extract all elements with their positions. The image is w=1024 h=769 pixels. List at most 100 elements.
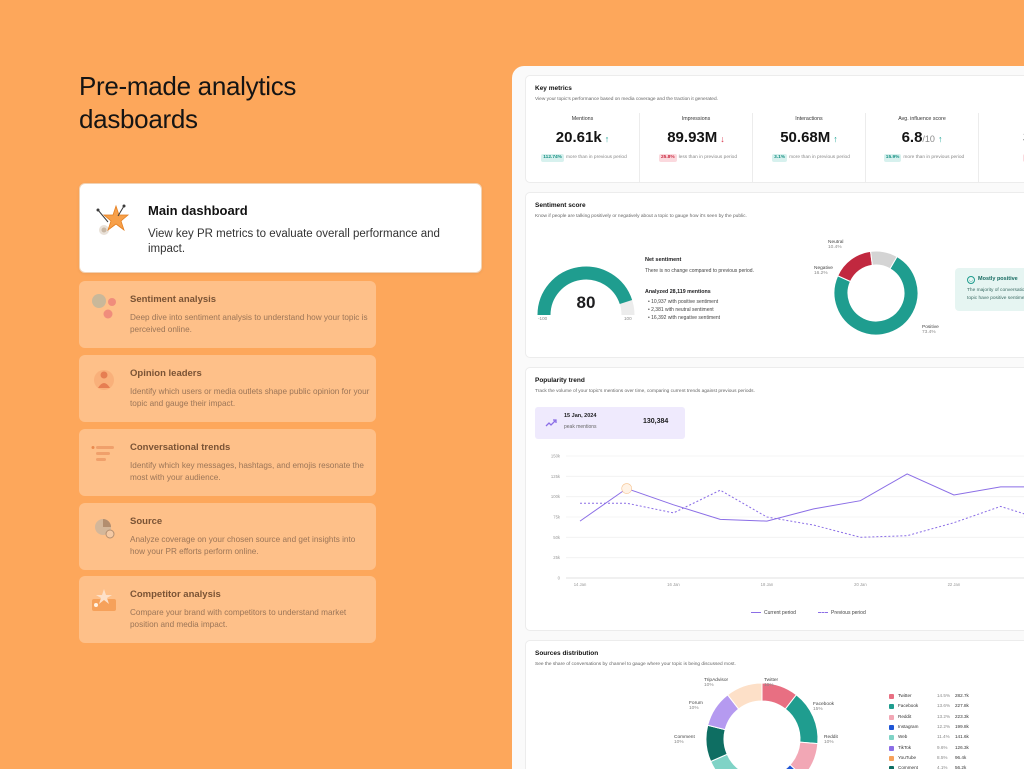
metric-opi: Opi 35. 8.1%less t [978, 113, 1024, 183]
source-row: TikTok 9.6% 126.3k [889, 745, 979, 753]
feature-title: Competitor analysis [130, 589, 221, 600]
feature-description: View key PR metrics to evaluate overall … [148, 228, 440, 255]
pie-source-icon [95, 519, 115, 539]
metric-value: 6.8/10 ↑ [901, 129, 943, 146]
source-name: Comment [898, 765, 918, 769]
change-badge: 8.1% [1022, 154, 1024, 162]
sentiment-slice-negative [837, 250, 873, 283]
card-title: Key metrics [535, 85, 572, 92]
legend-previous: Previous period [818, 610, 866, 616]
series-line-previous-period [580, 489, 1024, 538]
legend-swatch [818, 612, 828, 614]
change-badge: 15.9% [883, 154, 902, 162]
sources-card: Sources distribution See the share of co… [525, 640, 1024, 769]
source-slice-reddit [789, 741, 819, 769]
source-value: 141.6k [955, 734, 969, 740]
star-chart-icon [96, 204, 130, 235]
source-row: Reddit 13.2% 223.3k [889, 714, 979, 722]
card-subtitle: View your topic's performance based on m… [535, 97, 718, 102]
feature-conversational-trends[interactable]: Conversational trends Identify which key… [79, 429, 376, 496]
change-badge: 25.8% [658, 154, 677, 162]
source-name: Facebook [898, 703, 919, 709]
source-value: 282.7k [955, 693, 969, 698]
source-slice-instagram [784, 764, 796, 769]
source-value: 223.3k [955, 713, 969, 719]
source-swatch [889, 745, 894, 751]
feature-competitor-analysis[interactable]: Competitor analysis Compare your brand w… [79, 576, 376, 643]
feature-description: Compare your brand with competitors to u… [130, 608, 347, 629]
net-sentiment-label: Net sentiment [645, 257, 682, 263]
source-row: Facebook 13.6% 227.8k [889, 703, 979, 711]
feature-sentiment-analysis[interactable]: Sentiment analysis Deep dive into sentim… [79, 281, 376, 348]
source-value: 227.8k [955, 703, 969, 709]
src-label-reddit: Reddit 10% [824, 735, 838, 745]
feature-opinion-leaders[interactable]: Opinion leaders Identify which users or … [79, 355, 376, 422]
card-subtitle: See the share of conversations by channe… [535, 662, 736, 667]
metric-interactions: Interactions 50.68M ↑ 3.1% more than in prev… [752, 113, 865, 183]
feature-description: Analyze coverage on your chosen source a… [130, 535, 356, 556]
y-tick-label: 125k [551, 474, 561, 479]
dashboard-panel: Key metrics View your topic's performanc… [512, 66, 1024, 769]
x-tick-label: 20 Jan [854, 582, 867, 587]
x-tick-label: 18 Jan [761, 582, 774, 587]
src-label-twitter: Twitter 10% [764, 678, 779, 688]
sentiment-card: Sentiment score Know if people are talki… [525, 192, 1024, 358]
peak-marker[interactable] [621, 483, 633, 494]
trend-arrow-icon: ↑ [937, 134, 943, 144]
metric-change: 112.74% more than in previous period [541, 154, 627, 162]
x-tick-label: 16 Jan [667, 582, 680, 587]
source-pct: 13.6% [937, 703, 951, 709]
card-title: Sources distribution [535, 650, 599, 657]
src-label-tripadvisor: TripAdvisor 10% [704, 678, 729, 688]
source-pct: 12.2% [937, 723, 951, 729]
source-swatch [889, 724, 894, 730]
headline-line: Pre-made analytics [79, 71, 297, 101]
src-label-comment: Comment 10% [674, 735, 695, 745]
donut-label-neutral: Neutral 10.4% [828, 240, 844, 250]
trend-arrow-icon: ↑ [833, 134, 838, 144]
feature-description: Identify which key messages, hashtags, a… [130, 461, 364, 482]
source-swatch [889, 704, 894, 710]
net-sentiment-text: There is no change compared to previous … [645, 268, 754, 274]
metric-label: Opi [979, 116, 1024, 122]
sentiment-gauge [537, 266, 635, 316]
trophy-icon [92, 589, 116, 611]
feature-title: Source [130, 516, 163, 527]
sentiment-bullet: • 10,937 with positive sentiment [648, 299, 719, 305]
y-tick-label: 150k [551, 454, 561, 459]
donut-label-positive: Positive 73.4% [922, 325, 939, 335]
sentiment-bubbles-icon [92, 294, 116, 319]
feature-source[interactable]: Source Analyze coverage on your chosen s… [79, 503, 376, 570]
sentiment-bullet: • 2,381 with neutral sentiment [648, 307, 714, 313]
source-name: Twitter [898, 693, 912, 698]
feature-title: Opinion leaders [130, 368, 202, 379]
callout-title: Mostly positive [978, 276, 1018, 282]
feature-main-dashboard[interactable]: Main dashboard View key PR metrics to ev… [79, 183, 482, 273]
trend-up-icon [545, 419, 557, 427]
metric-change: 8.1%less t [989, 154, 1024, 162]
card-subtitle: Know if people are talking positively or… [535, 214, 747, 219]
trend-arrow-icon: ↓ [720, 134, 725, 144]
src-label-facebook: Facebook 15% [813, 702, 835, 712]
source-pct: 11.4% [937, 734, 950, 740]
feature-description: Identify which users or media outlets sh… [130, 387, 370, 408]
peak-date: 15 Jan, 2024 [564, 413, 597, 419]
source-swatch [889, 755, 894, 761]
source-name: Instagram [898, 723, 919, 729]
metric-change: 3.1% more than in previous period [772, 154, 850, 162]
y-tick-label: 25k [553, 555, 561, 560]
metric-label: Mentions [571, 116, 594, 122]
source-pct: 14.5% [937, 693, 951, 698]
page-headline: Pre-made analytics dasboards [79, 70, 296, 136]
source-swatch [889, 694, 894, 699]
sentiment-callout: ◡ Mostly positive The majority of conver… [955, 268, 1024, 311]
source-value: 126.3k [955, 744, 969, 750]
source-row: Instagram 12.2% 199.8k [889, 724, 979, 732]
source-name: TikTok [898, 744, 912, 750]
feature-title: Main dashboard [148, 203, 248, 218]
sources-table: Twitter 14.5% 282.7k Facebook 13.6% 227.8k Red… [889, 693, 989, 769]
src-label-forum: Forum 10% [689, 701, 703, 711]
x-tick-label: 14 Jan [574, 582, 587, 587]
metric-label: Avg. influence score [898, 116, 946, 122]
gauge-min-label: -100 [538, 316, 548, 321]
